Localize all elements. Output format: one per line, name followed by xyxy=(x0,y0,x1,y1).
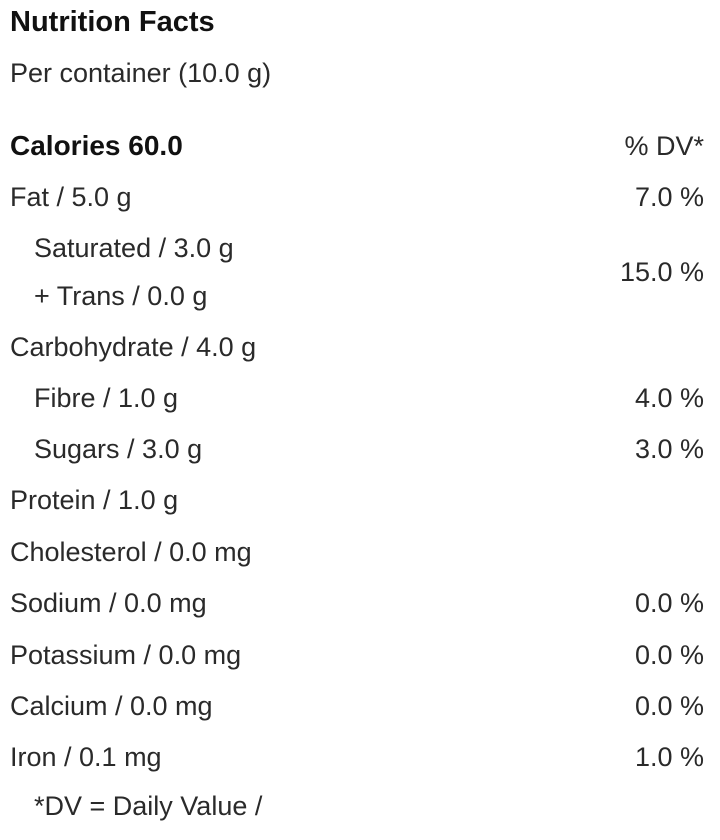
nutrient-row-protein: Protein / 1.0 g xyxy=(0,480,720,520)
nutrient-label: Fibre / 1.0 g xyxy=(34,383,179,413)
nutrient-row-trans: + Trans / 0.0 g xyxy=(0,276,720,316)
nutrient-dv: 0.0 % xyxy=(634,691,704,721)
nutrient-row-potassium: Potassium / 0.0 mg 0.0 % xyxy=(0,635,720,675)
nutrient-label: + Trans / 0.0 g xyxy=(34,281,208,311)
nutrient-dv: 7.0 % xyxy=(634,182,704,212)
nutrient-row-iron: Iron / 0.1 mg 1.0 % xyxy=(0,737,720,777)
nutrient-label: Carbohydrate / 4.0 g xyxy=(10,332,257,362)
nutrient-dv: 0.0 % xyxy=(634,588,704,618)
nutrient-label: Fat / 5.0 g xyxy=(10,182,132,212)
nutrient-label: Iron / 0.1 mg xyxy=(10,742,162,772)
nutrient-label: Protein / 1.0 g xyxy=(10,485,179,515)
nutrient-label: Calcium / 0.0 mg xyxy=(10,691,213,721)
nutrition-title: Nutrition Facts xyxy=(10,6,215,38)
nutrient-row-cholesterol: Cholesterol / 0.0 mg xyxy=(0,532,720,572)
nutrient-label: Potassium / 0.0 mg xyxy=(10,640,242,670)
serving-size: Per container (10.0 g) xyxy=(10,58,272,88)
nutrient-label: Saturated / 3.0 g xyxy=(34,233,234,263)
nutrient-dv: 4.0 % xyxy=(634,383,704,413)
nutrient-row-fat: Fat / 5.0 g 7.0 % xyxy=(0,177,720,217)
nutrient-row-fibre: Fibre / 1.0 g 4.0 % xyxy=(0,378,720,418)
dv-footnote: *DV = Daily Value / xyxy=(34,791,263,821)
calories-row: Calories 60.0 % DV* xyxy=(0,126,720,166)
nutrient-label: Cholesterol / 0.0 mg xyxy=(10,537,252,567)
nutrient-dv: 1.0 % xyxy=(634,742,704,772)
saturated-trans-dv: 15.0 % xyxy=(619,257,704,287)
nutrient-row-saturated: Saturated / 3.0 g xyxy=(0,228,720,268)
nutrient-dv: 0.0 % xyxy=(634,640,704,670)
nutrient-label: Sugars / 3.0 g xyxy=(34,434,203,464)
dv-header: % DV* xyxy=(624,131,704,161)
nutrient-row-sodium: Sodium / 0.0 mg 0.0 % xyxy=(0,583,720,623)
nutrient-row-calcium: Calcium / 0.0 mg 0.0 % xyxy=(0,686,720,726)
nutrient-dv: 3.0 % xyxy=(634,434,704,464)
nutrient-label: Sodium / 0.0 mg xyxy=(10,588,207,618)
nutrient-row-sugars: Sugars / 3.0 g 3.0 % xyxy=(0,429,720,469)
calories-label: Calories 60.0 xyxy=(10,130,183,161)
nutrient-row-carbohydrate: Carbohydrate / 4.0 g xyxy=(0,327,720,367)
